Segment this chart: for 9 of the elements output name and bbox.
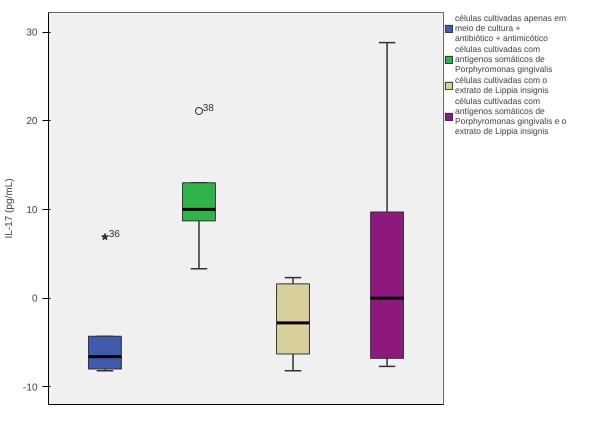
annotation: 38	[202, 102, 214, 114]
y-tick-label: 0	[32, 294, 38, 305]
y-tick-label: 10	[26, 204, 38, 216]
y-tick-label: 30	[26, 28, 38, 39]
y-tick-label: -10	[23, 382, 38, 394]
annotation: 36	[108, 228, 120, 240]
y-tick-label: 20	[26, 116, 38, 128]
y-axis-title: IL-17 (pg/mL)	[4, 178, 16, 239]
legend-label: células cultivadas com antígenos somáticos de Porphyromonas gingivalis e o extrato de Lippia insignis	[455, 96, 567, 136]
